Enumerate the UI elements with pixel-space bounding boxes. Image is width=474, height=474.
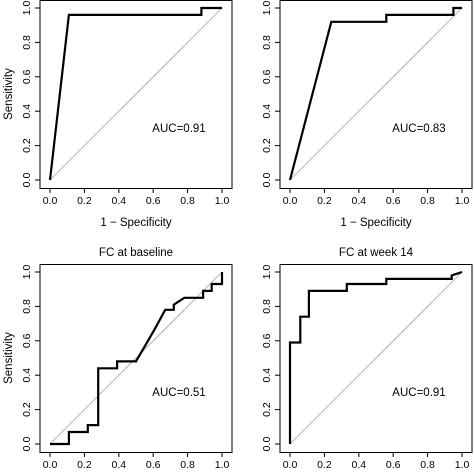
auc-label: AUC=0.91 <box>152 123 205 135</box>
y-tick-label: 0.6 <box>21 69 33 84</box>
y-axis: 0.0 0.2 0.4 0.6 0.8 1.0 <box>261 1 280 188</box>
x-tick-label: 0.6 <box>386 459 401 471</box>
x-tick-label: 0.8 <box>420 195 435 207</box>
y-tick-label: 0.2 <box>21 402 33 417</box>
y-tick-label: 0.6 <box>261 69 273 84</box>
y-axis-label: Sensitivity <box>3 68 15 120</box>
x-tick-label: 0.2 <box>77 459 92 471</box>
roc-curve <box>50 272 224 446</box>
y-tick-label: 0.8 <box>21 299 33 314</box>
roc-curve <box>48 6 222 181</box>
x-tick-label: 0.0 <box>283 195 298 207</box>
reference-line <box>289 7 463 181</box>
y-tick-label: 0.4 <box>21 104 33 119</box>
plot-border <box>279 264 473 453</box>
x-tick-label: 0.2 <box>77 195 92 207</box>
x-axis-label: 1 − Specificity <box>340 217 412 229</box>
x-tick-label: 0.8 <box>420 459 435 471</box>
panel-title: FC at week 14 <box>339 247 414 259</box>
x-tick-label: 0.0 <box>43 459 58 471</box>
y-tick-label: 1.0 <box>21 1 33 16</box>
y-tick-label: 0.2 <box>261 402 273 417</box>
x-tick-label: 0.2 <box>317 195 332 207</box>
panel-4: 0.0 0.2 0.4 0.6 0.8 1.0 0.0 0.2 0.4 0.6 0.8 1.0 FC… <box>261 247 473 471</box>
x-tick-label: 0.6 <box>146 195 161 207</box>
y-axis-label: Sensitivity <box>3 332 15 384</box>
y-tick-label: 0.4 <box>261 368 273 383</box>
x-axis: 0.0 0.2 0.4 0.6 0.8 1.0 <box>283 188 470 207</box>
x-tick-label: 0.8 <box>180 459 195 471</box>
roc-curve <box>288 6 462 181</box>
y-tick-label: 1.0 <box>21 265 33 280</box>
auc-label: AUC=0.91 <box>392 387 445 399</box>
roc-series-1 <box>288 270 463 444</box>
x-tick-label: 1.0 <box>215 195 230 207</box>
x-tick-label: 0.4 <box>351 195 366 207</box>
x-tick-label: 0.4 <box>111 195 126 207</box>
y-tick-label: 0.8 <box>21 35 33 50</box>
x-tick-label: 1.0 <box>215 459 230 471</box>
y-axis: 0.0 0.2 0.4 0.6 0.8 1.0 <box>21 1 40 188</box>
roc-series-1 <box>288 6 462 181</box>
chance-diagonal <box>289 271 463 445</box>
y-tick-label: 0.0 <box>21 173 33 188</box>
y-axis: 0.0 0.2 0.4 0.6 0.8 1.0 <box>21 265 40 452</box>
reference-line <box>49 7 223 181</box>
y-tick-label: 0.6 <box>21 333 33 348</box>
x-tick-label: 0.6 <box>146 459 161 471</box>
x-tick-label: 0.8 <box>180 195 195 207</box>
reference-line <box>49 271 223 445</box>
roc-series-1 <box>50 272 224 446</box>
chance-diagonal <box>49 7 223 181</box>
y-tick-label: 0.8 <box>261 35 273 50</box>
plot-frame <box>279 0 473 189</box>
reference-line <box>289 271 463 445</box>
y-tick-label: 0.2 <box>21 138 33 153</box>
panel-1: 0.0 0.2 0.4 0.6 0.8 1.0 0.0 0.2 0.4 0.6 0.8 1.0 1 … <box>3 0 233 229</box>
x-tick-label: 0.0 <box>283 459 298 471</box>
panel-3: 0.0 0.2 0.4 0.6 0.8 1.0 0.0 0.2 0.4 0.6 0.8 1.0 FC… <box>3 247 233 471</box>
y-tick-label: 0.2 <box>261 138 273 153</box>
x-tick-label: 1.0 <box>455 459 470 471</box>
x-tick-label: 1.0 <box>455 195 470 207</box>
auc-label: AUC=0.51 <box>152 387 205 399</box>
plot-border <box>39 264 233 453</box>
x-tick-label: 0.4 <box>111 459 126 471</box>
panel-title: FC at baseline <box>99 247 173 259</box>
x-axis-label: 1 − Specificity <box>100 217 172 229</box>
y-tick-label: 0.4 <box>21 368 33 383</box>
plot-frame <box>39 264 233 453</box>
panel-2: 0.0 0.2 0.4 0.6 0.8 1.0 0.0 0.2 0.4 0.6 0.8 1.0 1 … <box>261 0 473 229</box>
x-axis: 0.0 0.2 0.4 0.6 0.8 1.0 <box>43 188 230 207</box>
x-tick-label: 0.0 <box>43 195 58 207</box>
x-tick-label: 0.6 <box>386 195 401 207</box>
plot-border <box>279 0 473 189</box>
chance-diagonal <box>289 7 463 181</box>
auc-label: AUC=0.83 <box>392 123 445 135</box>
roc-series-1 <box>48 6 222 181</box>
x-tick-label: 0.2 <box>317 459 332 471</box>
y-tick-label: 1.0 <box>261 1 273 16</box>
y-axis: 0.0 0.2 0.4 0.6 0.8 1.0 <box>261 265 280 452</box>
y-tick-label: 0.4 <box>261 104 273 119</box>
x-axis: 0.0 0.2 0.4 0.6 0.8 1.0 <box>43 452 230 471</box>
y-tick-label: 0.6 <box>261 333 273 348</box>
chance-diagonal <box>49 271 223 445</box>
y-tick-label: 0.8 <box>261 299 273 314</box>
roc-curve <box>288 270 463 444</box>
plot-border <box>39 0 233 189</box>
plot-frame <box>279 264 473 453</box>
x-tick-label: 0.4 <box>351 459 366 471</box>
y-tick-label: 1.0 <box>261 265 273 280</box>
y-tick-label: 0.0 <box>21 437 33 452</box>
x-axis: 0.0 0.2 0.4 0.6 0.8 1.0 <box>283 452 470 471</box>
plot-frame <box>39 0 233 189</box>
y-tick-label: 0.0 <box>261 437 273 452</box>
y-tick-label: 0.0 <box>261 173 273 188</box>
